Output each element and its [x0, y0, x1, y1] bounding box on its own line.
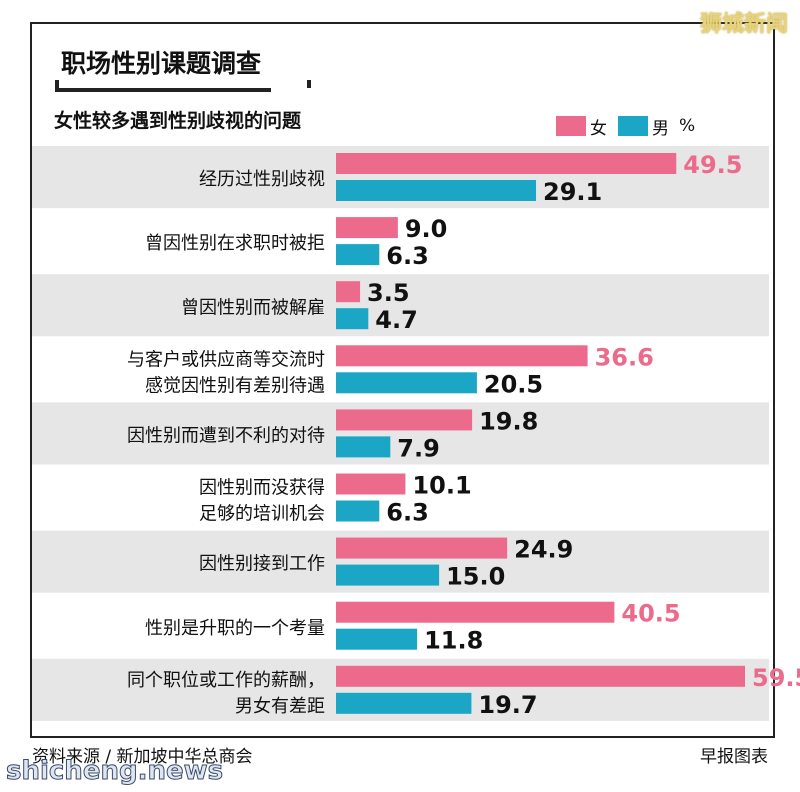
value-label-male: 29.1 — [543, 178, 602, 206]
watermark-top: 狮城新闻 — [699, 12, 788, 37]
bar-male — [336, 372, 477, 394]
source-note: 资料来源 / 新加坡中华总商会 — [32, 747, 253, 767]
value-label-female: 9.0 — [405, 215, 448, 243]
value-label-male: 11.8 — [424, 627, 483, 655]
bar-female — [336, 409, 473, 431]
category-label: 同个职位或工作的薪酬， — [127, 670, 325, 691]
value-label-female: 40.5 — [621, 600, 680, 628]
value-label-female: 24.9 — [514, 536, 573, 564]
value-label-male: 20.5 — [484, 370, 543, 398]
watermark-bottom: shicheng.news — [5, 756, 224, 787]
credit-note: 早报图表 — [700, 747, 768, 767]
value-label-male: 6.3 — [386, 499, 429, 527]
category-label: 与客户或供应商等交流时 — [127, 349, 325, 370]
row-band — [32, 274, 769, 337]
value-label-female: 19.8 — [479, 407, 538, 435]
value-label-male: 15.0 — [446, 563, 505, 591]
bar-male — [336, 244, 380, 266]
bar-male — [336, 692, 472, 714]
value-label-female: 3.5 — [367, 279, 410, 307]
legend-label-male: 男 — [652, 118, 669, 139]
legend-swatch-female — [556, 116, 586, 136]
legend-male: 男 % — [618, 114, 696, 139]
value-label-male: 4.7 — [375, 306, 418, 334]
category-label: 男女有差距 — [235, 696, 325, 717]
category-label: 感觉因性别有差别待遇 — [145, 375, 325, 396]
bar-female — [336, 601, 615, 623]
bar-male — [336, 500, 380, 522]
bar-female — [336, 217, 398, 239]
legend-female: 女 — [556, 114, 607, 139]
value-label-female: 10.1 — [412, 472, 471, 500]
value-label-female: 36.6 — [595, 343, 654, 371]
bar-female — [336, 537, 508, 559]
legend-unit: % — [679, 116, 696, 136]
bar-female — [336, 473, 406, 495]
chart-subtitle: 女性较多遇到性别歧视的问题 — [54, 110, 302, 132]
value-label-male: 6.3 — [386, 242, 429, 270]
bar-male — [336, 436, 391, 458]
legend-label-female: 女 — [590, 118, 607, 139]
value-label-male: 19.7 — [478, 691, 537, 719]
value-label-female: 59.5 — [752, 664, 800, 692]
category-label: 性别是升职的一个考量 — [145, 618, 325, 639]
bar-male — [336, 564, 440, 586]
category-label: 因性别接到工作 — [199, 554, 325, 575]
bar-female — [336, 153, 677, 174]
category-label: 因性别而遭到不利的对待 — [127, 425, 325, 446]
bar-female — [336, 345, 588, 367]
chart-title: 职场性别课题调查 — [55, 42, 272, 92]
value-label-male: 7.9 — [397, 434, 440, 462]
value-label-female: 49.5 — [683, 151, 742, 179]
bar-male — [336, 308, 369, 330]
title-underline — [55, 80, 311, 88]
category-label: 曾因性别而被解雇 — [181, 297, 325, 318]
category-label: 因性别而没获得 — [199, 478, 325, 499]
category-label: 经历过性别歧视 — [199, 169, 325, 190]
category-label: 曾因性别在求职时被拒 — [145, 233, 325, 254]
bar-female — [336, 281, 361, 303]
category-label: 足够的培训机会 — [199, 504, 325, 525]
bar-male — [336, 180, 537, 201]
legend-swatch-male — [618, 116, 648, 136]
bar-male — [336, 628, 418, 650]
bar-female — [336, 665, 745, 687]
